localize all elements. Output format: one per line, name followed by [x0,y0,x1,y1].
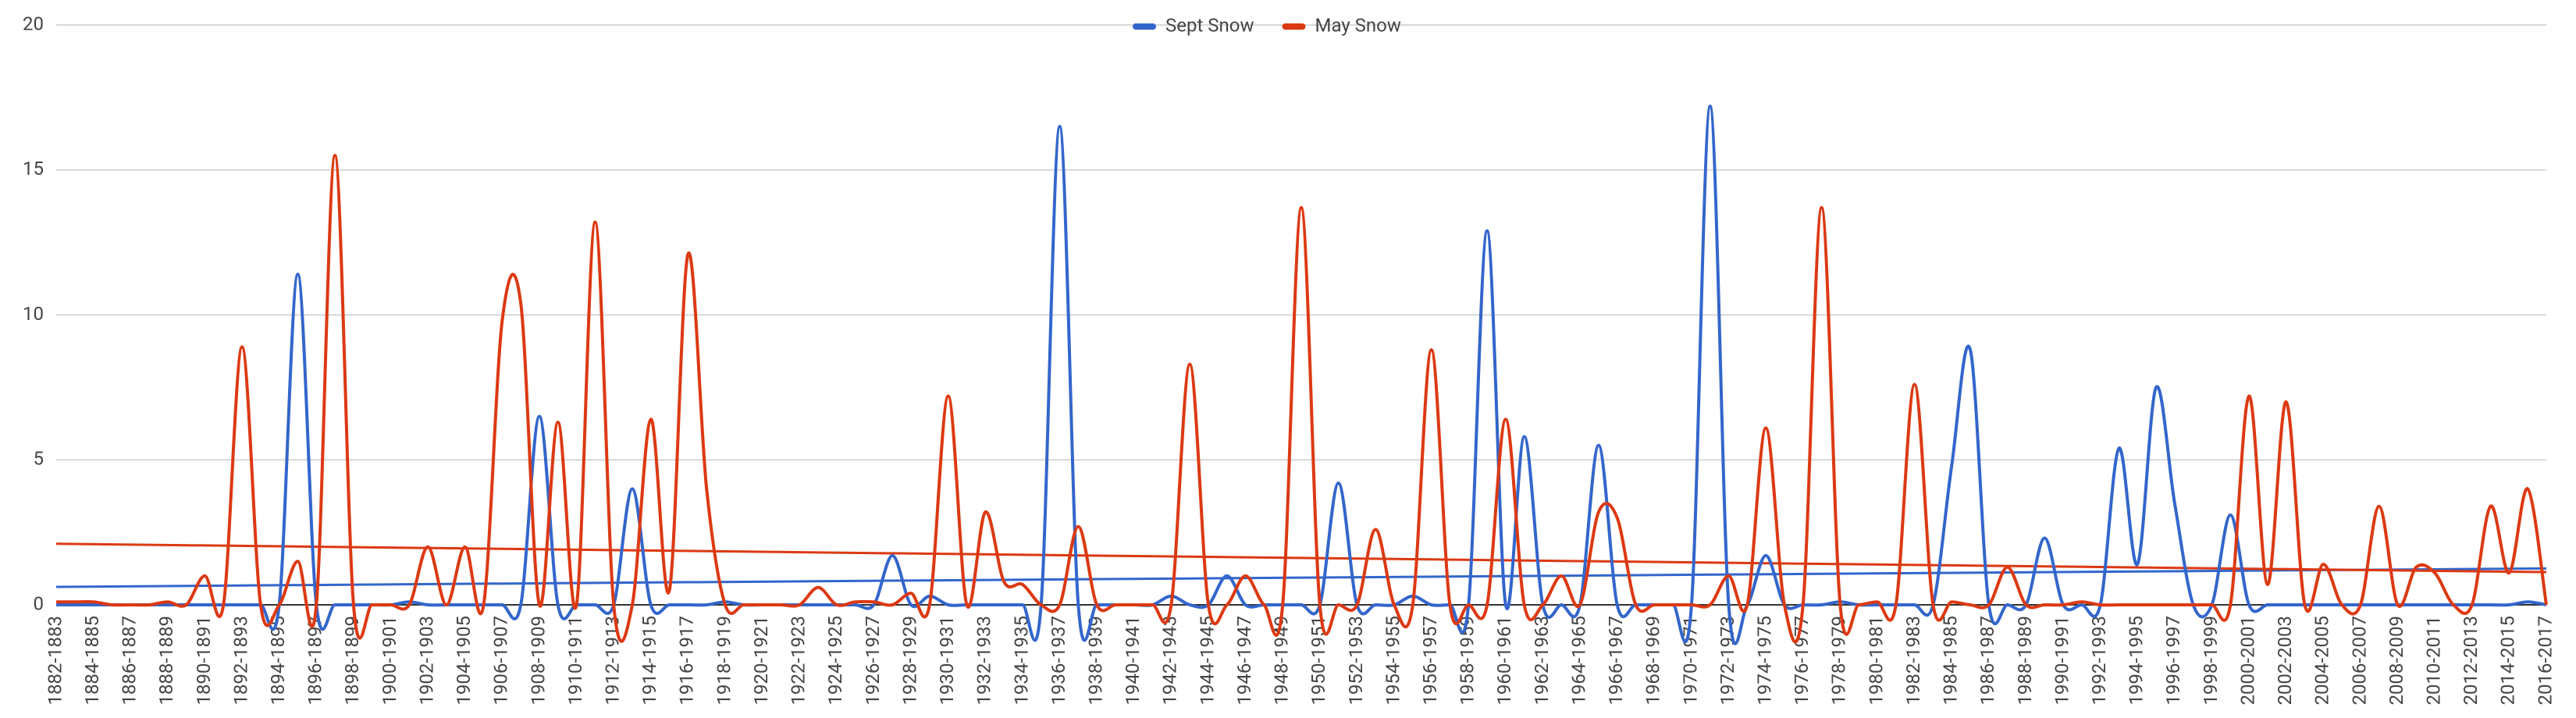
x-tick-label: 1942-1943 [1159,616,1181,706]
x-tick-label: 1890-1891 [193,616,215,706]
x-tick-label: 1918-1919 [713,616,735,706]
x-tick-label: 1984-1985 [1940,616,1962,706]
x-tick-label: 1992-1993 [2088,616,2110,706]
x-tick-label: 1892-1893 [229,616,251,706]
y-tick-label: 0 [34,592,44,614]
x-tick-label: 1982-1983 [1902,616,1924,706]
x-tick-label: 1910-1911 [564,616,586,706]
x-tick-label: 1990-1991 [2051,616,2073,706]
x-tick-label: 1928-1929 [898,616,920,706]
x-tick-label: 2004-2005 [2311,616,2333,706]
x-tick-label: 1898-1899 [341,616,363,706]
x-tick-label: 1994-1995 [2126,616,2147,706]
x-tick-label: 2006-2007 [2348,616,2370,706]
x-tick-label: 1998-1999 [2200,616,2222,706]
x-tick-label: 1976-1977 [1791,616,1813,706]
y-tick-label: 15 [23,158,44,180]
legend: Sept Snow May Snow [1133,14,1401,36]
x-tick-label: 1972-1973 [1717,616,1738,706]
x-tick-label: 2010-2011 [2423,616,2445,706]
x-tick-label: 1900-1901 [379,616,400,706]
trendline [55,542,2547,574]
x-tick-label: 1944-1945 [1196,616,1218,706]
x-tick-label: 1882-1883 [44,616,66,706]
x-tick-label: 1940-1941 [1122,616,1144,706]
legend-label: Sept Snow [1165,14,1254,36]
y-tick-label: 10 [23,303,44,325]
x-tick-label: 1912-1913 [602,616,624,706]
x-tick-label: 1920-1921 [750,616,772,706]
x-tick-label: 1988-1989 [2014,616,2036,706]
x-tick-label: 1934-1935 [1010,616,1032,706]
x-tick-label: 1906-1907 [490,616,512,706]
y-tick-label: 5 [34,448,44,470]
x-tick-label: 1954-1955 [1382,616,1404,706]
x-tick-label: 1926-1927 [862,616,884,706]
x-tick-label: 1986-1987 [1976,616,1998,706]
x-tick-label: 1914-1915 [639,616,660,706]
x-tick-label: 1908-1909 [527,616,549,706]
x-tick-label: 1964-1965 [1567,616,1589,706]
x-tick-label: 1904-1905 [453,616,475,706]
x-tick-label: 1924-1925 [824,616,846,706]
series-line [56,154,2548,644]
x-tick-label: 1966-1967 [1605,616,1627,706]
x-tick-label: 1960-1961 [1493,616,1515,706]
x-tick-label: 1980-1981 [1865,616,1887,706]
x-tick-label: 1930-1931 [936,616,958,706]
x-tick-label: 2014-2015 [2497,616,2519,706]
x-tick-label: 1996-1997 [2162,616,2184,706]
x-tick-label: 1916-1917 [676,616,698,706]
x-tick-label: 2012-2013 [2460,616,2482,706]
x-tick-label: 1922-1923 [788,616,809,706]
y-tick-label: 20 [23,12,44,34]
x-tick-label: 2002-2003 [2274,616,2296,706]
trendline [55,567,2547,588]
x-tick-label: 1956-1957 [1419,616,1441,706]
x-tick-label: 2000-2001 [2236,616,2258,706]
x-tick-label: 1894-1895 [267,616,289,706]
legend-label: May Snow [1315,14,1400,36]
x-tick-label: 1946-1947 [1233,616,1255,706]
x-tick-label: 1974-1975 [1753,616,1775,706]
x-tick-label: 1884-1885 [81,616,103,706]
x-tick-label: 2016-2017 [2534,616,2556,706]
x-tick-label: 1936-1937 [1048,616,1069,706]
x-tick-label: 1902-1903 [415,616,437,706]
x-tick-label: 1888-1889 [155,616,177,706]
x-tick-label: 2008-2009 [2386,616,2407,706]
x-tick-label: 1950-1951 [1308,616,1329,706]
series-line [56,105,2547,645]
x-tick-label: 1886-1887 [119,616,141,706]
x-tick-label: 1962-1963 [1531,616,1553,706]
x-tick-label: 1932-1933 [973,616,995,706]
x-tick-label: 1978-1979 [1828,616,1850,706]
x-tick-label: 1968-1969 [1642,616,1664,706]
x-tick-label: 1952-1953 [1345,616,1367,706]
